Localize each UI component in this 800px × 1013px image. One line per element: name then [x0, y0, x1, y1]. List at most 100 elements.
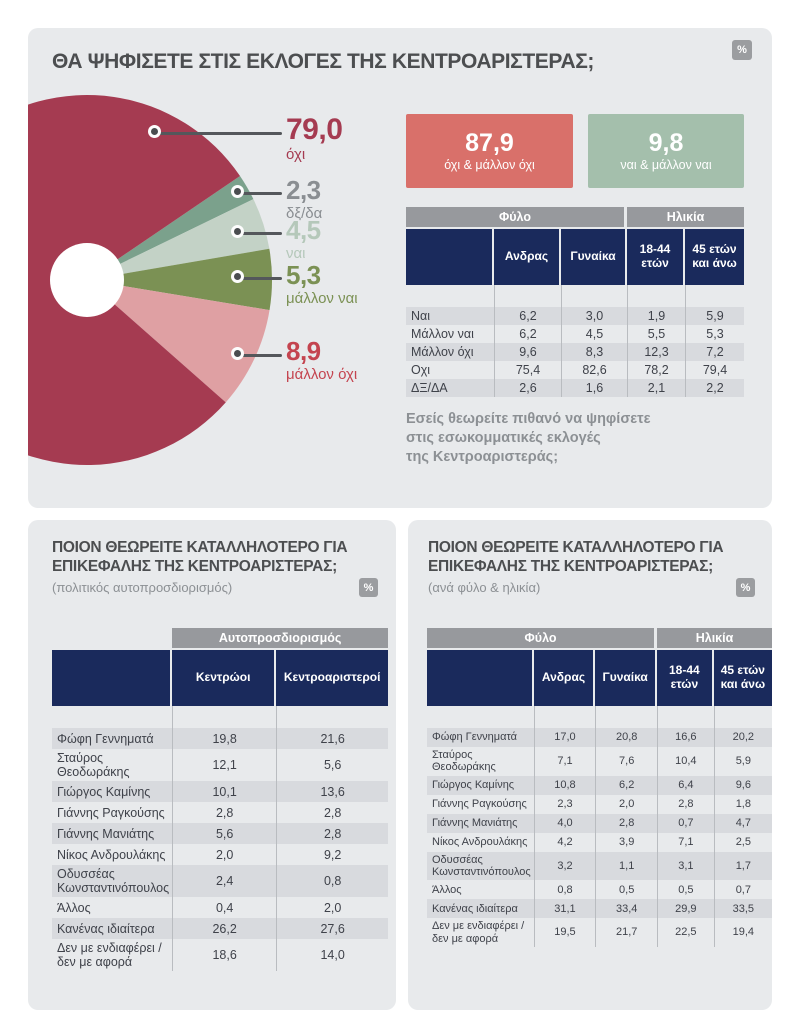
value-cell: 33,5: [713, 899, 772, 919]
leader-line: [238, 191, 282, 195]
row-label: Γιάννης Μανιάτης: [427, 813, 534, 833]
pie-segment-μάλλον όχι: [87, 280, 270, 403]
row-label: ΔΞ/ΔΑ: [406, 379, 494, 397]
spacer-cell: [627, 285, 685, 307]
group-header-row: Φύλο Ηλικία: [406, 207, 744, 229]
value-cell: 0,4: [172, 897, 276, 918]
value-cell: 17,0: [533, 728, 596, 747]
leader-line: [155, 131, 282, 135]
table-row: Γιάννης Ραγκούσης 2,8 2,8: [52, 802, 388, 823]
leader-line: [238, 353, 282, 357]
group-header: Ηλικία: [657, 628, 772, 650]
panel-leader-demographics: ΠΟΙΟΝ ΘΕΩΡΕΙΤΕ ΚΑΤΑΛΛΗΛΟΤΕΡΟ ΓΙΑ ΕΠΙΚΕΦΑ…: [408, 520, 772, 1010]
value-cell: 5,9: [713, 747, 772, 776]
row-label: Δεν με ενδιαφέρει / δεν με αφορά: [432, 920, 525, 945]
summary-label: ναι & μάλλον ναι: [620, 158, 712, 173]
title-line: ΠΟΙΟΝ ΘΕΩΡΕΙΤΕ ΚΑΤΑΛΛΗΛΟΤΕΡΟ ΓΙΑ: [52, 539, 348, 556]
value-cell: 21,6: [276, 728, 389, 749]
value-cell: 2,4: [172, 865, 277, 897]
spacer-row: [52, 706, 388, 728]
value-cell: 78,2: [627, 361, 685, 379]
pie-segment-μάλλον ναι: [87, 248, 272, 311]
column-header-row: Ανδρας Γυναίκα 18-44 ετών 45 ετών και άνω: [427, 650, 772, 706]
leader-dot: [231, 185, 244, 198]
spacer-cell: [595, 706, 657, 728]
summary-label: όχι & μάλλον όχι: [444, 158, 535, 173]
table-row: Γιάννης Μανιάτης 4,0 2,8 0,7 4,7: [427, 813, 772, 833]
title-line: ΕΠΙΚΕΦΑΛΗΣ ΤΗΣ ΚΕΝΤΡΟΑΡΙΣΤΕΡΑΣ;: [52, 558, 337, 576]
value-cell: 2,8: [657, 794, 714, 814]
value-cell: 6,4: [657, 775, 714, 795]
footnote-line: Εσείς θεωρείτε πιθανό να ψηφίσετε: [406, 411, 651, 427]
table-row: Οδυσσέας Κωνσταντινόπουλος 2,4 0,8: [52, 865, 389, 897]
donut-chart: [28, 94, 272, 465]
value-cell: 3,1: [657, 851, 714, 881]
pie-segment-ναι: [87, 199, 270, 280]
panel-title: ΠΟΙΟΝ ΘΕΩΡΕΙΤΕ ΚΑΤΑΛΛΗΛΟΤΕΡΟ ΓΙΑ ΕΠΙΚΕΦΑ…: [52, 538, 348, 577]
value-cell: 7,6: [595, 747, 657, 776]
value-cell: 14,0: [276, 939, 388, 971]
title-line: ΠΟΙΟΝ ΘΕΩΡΕΙΤΕ ΚΑΤΑΛΛΗΛΟΤΕΡΟ ΓΙΑ: [428, 539, 724, 556]
table-row: Γιάννης Ραγκούσης 2,3 2,0 2,8 1,8: [427, 794, 772, 814]
value-cell: 18,6: [172, 939, 276, 971]
summary-box-no: 87,9 όχι & μάλλον όχι: [406, 114, 573, 188]
footnote-line: στις εσωκομματικές εκλογές: [406, 429, 601, 446]
panel-vote-intent: ΘΑ ΨΗΦΙΣΕΤΕ ΣΤΙΣ ΕΚΛΟΓΕΣ ΤΗΣ ΚΕΝΤΡΟΑΡΙΣΤ…: [28, 28, 772, 508]
panel-leader-self-id: ΠΟΙΟΝ ΘΕΩΡΕΙΤΕ ΚΑΤΑΛΛΗΛΟΤΕΡΟ ΓΙΑ ΕΠΙΚΕΦΑ…: [28, 520, 396, 1010]
spacer-cell: [494, 285, 561, 307]
value-cell: 2,3: [533, 794, 596, 814]
value-cell: 2,8: [276, 823, 389, 844]
value-cell: 19,4: [713, 918, 772, 947]
value-cell: 8,3: [561, 343, 627, 361]
value-cell: 5,6: [172, 823, 277, 844]
row-label: Νίκος Ανδρουλάκης: [432, 835, 528, 848]
value-cell: 2,0: [172, 844, 276, 865]
value-cell: 82,6: [561, 361, 627, 379]
column-header: 45 ετών και άνω: [713, 650, 772, 706]
value-cell: 7,1: [657, 832, 714, 852]
value-cell: 7,1: [533, 747, 596, 776]
value-cell: 1,8: [713, 794, 772, 814]
spacer-cell: [657, 706, 714, 728]
row-label: Σταύρος Θεοδωράκης: [57, 751, 130, 779]
group-header-row: Φύλο Ηλικία: [427, 628, 772, 650]
title-line: ΕΠΙΚΕΦΑΛΗΣ ΤΗΣ ΚΕΝΤΡΟΑΡΙΣΤΕΡΑΣ;: [428, 558, 713, 576]
row-label-header: [406, 229, 494, 285]
spacer-cell: [713, 706, 772, 728]
group-header: Φύλο: [406, 207, 627, 229]
pie-category: ναι: [286, 244, 306, 262]
row-label: Μάλλον όχι: [406, 343, 494, 361]
value-cell: 2,1: [627, 379, 685, 397]
table-row: Μάλλον ναι 6,2 4,5 5,5 5,3: [406, 325, 744, 343]
value-cell: 13,6: [276, 781, 389, 802]
column-header: Ανδρας: [494, 229, 561, 285]
donut-hole: [50, 243, 124, 317]
value-cell: 0,8: [276, 865, 389, 897]
value-cell: 20,8: [595, 728, 658, 747]
value-cell: 29,9: [657, 899, 714, 919]
table-row: Γιώργος Καμίνης 10,8 6,2 6,4 9,6: [427, 775, 772, 795]
group-header: Φύλο: [427, 628, 658, 650]
value-cell: 10,4: [657, 747, 714, 776]
value-cell: 21,7: [595, 918, 657, 947]
pie-category: δξ/δα: [286, 204, 323, 222]
column-header: Γυναίκα: [595, 650, 658, 706]
pie-category: μάλλον ναι: [286, 289, 358, 307]
table-row: Δεν με ενδιαφέρει / δεν με αφορά 18,6 14,0: [52, 939, 388, 971]
table-row: Ναι 6,2 3,0 1,9 5,9: [406, 307, 744, 325]
row-label: Κανένας ιδιαίτερα: [52, 918, 173, 939]
column-header-row: Κεντρώοι Κεντροαριστεροί: [52, 650, 389, 706]
pie-label-mallon-ohi: 8,9 μάλλον όχι: [286, 338, 357, 382]
spacer-cell: [533, 706, 596, 728]
panel-subtitle: (ανά φύλο & ηλικία): [428, 580, 541, 595]
value-cell: 0,5: [595, 880, 657, 900]
table-row: ΔΞ/ΔΑ 2,6 1,6 2,1 2,2: [406, 379, 744, 397]
column-header: 45 ετών και άνω: [685, 229, 744, 285]
group-header: Ηλικία: [627, 207, 744, 229]
leader-line: [238, 276, 282, 280]
value-cell: 6,2: [494, 307, 561, 325]
value-cell: 6,2: [494, 325, 561, 343]
value-cell: 33,4: [595, 899, 658, 919]
table-row: Κανένας ιδιαίτερα 31,1 33,4 29,9 33,5: [427, 899, 772, 919]
